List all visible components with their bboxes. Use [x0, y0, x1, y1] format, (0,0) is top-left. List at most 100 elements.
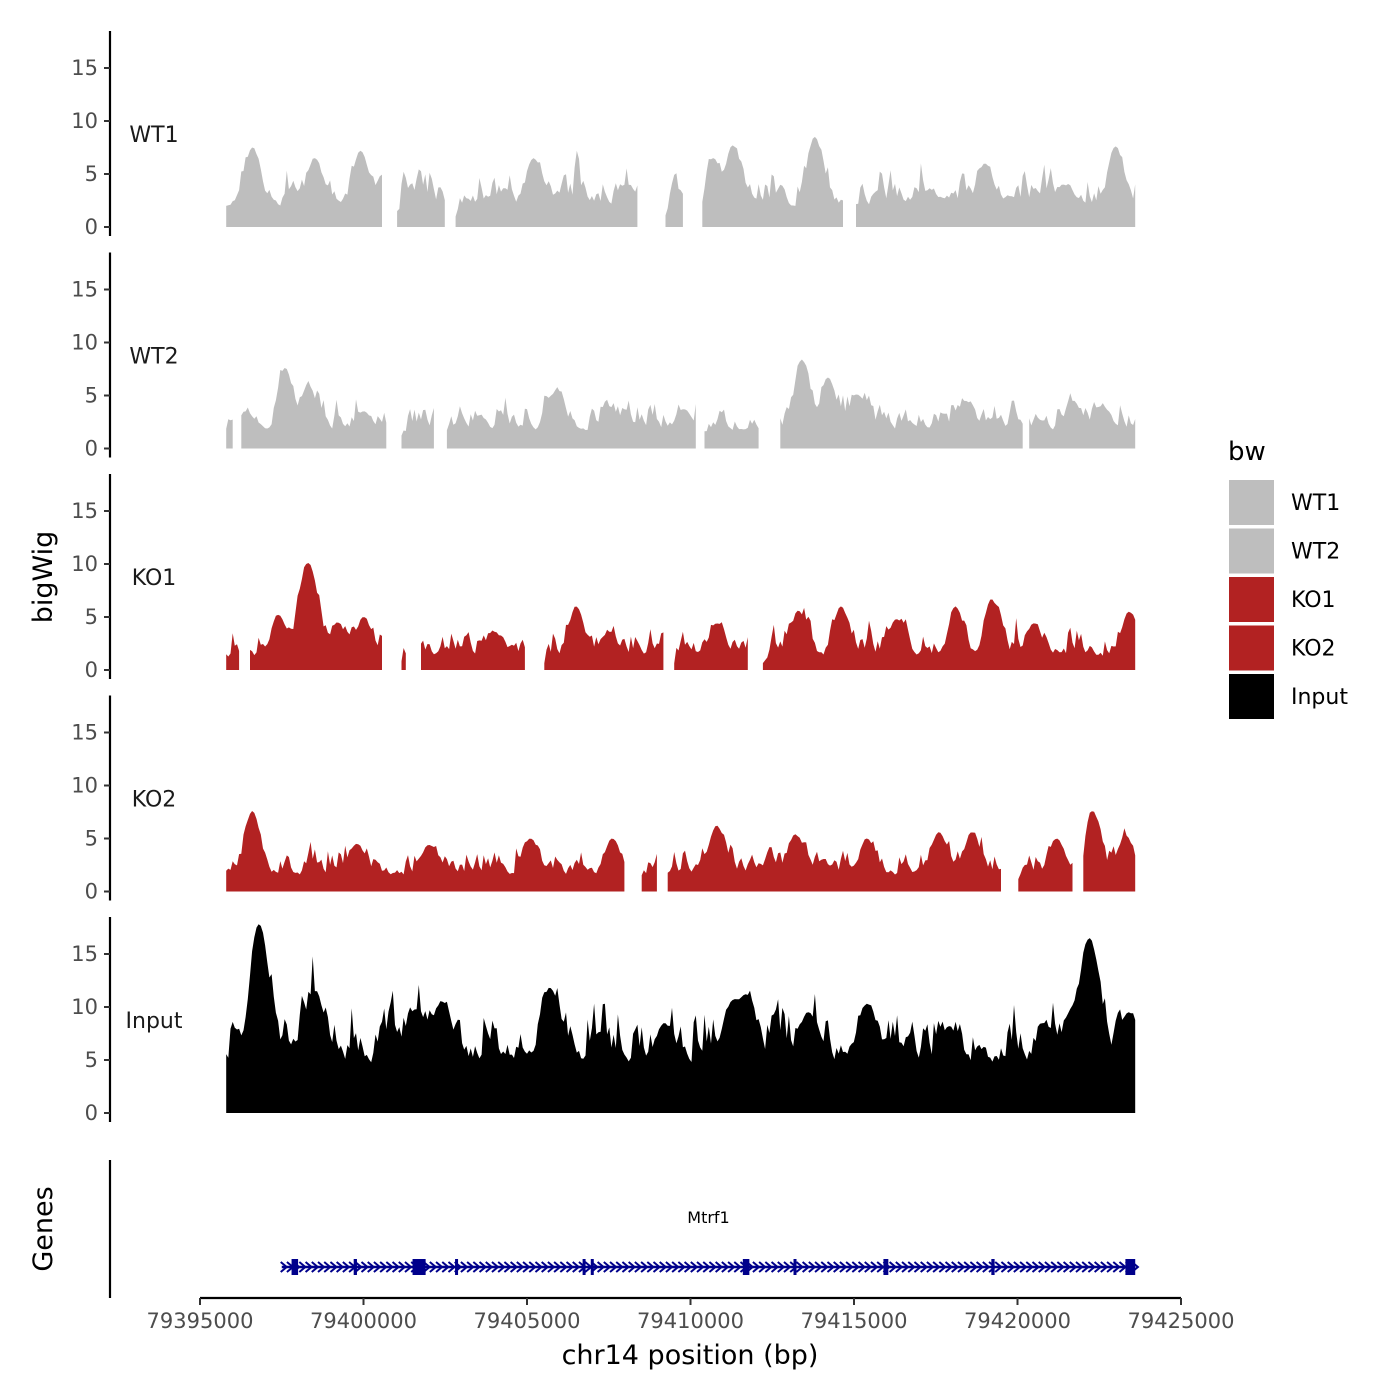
signal-area-wt2 — [704, 409, 759, 449]
track-label: Input — [126, 1009, 183, 1034]
strand-arrow — [559, 1261, 568, 1273]
x-tick-label: 79400000 — [310, 1309, 417, 1333]
strand-arrow — [534, 1261, 544, 1273]
strand-arrow — [932, 1261, 941, 1273]
strand-arrow — [652, 1261, 662, 1273]
strand-arrow — [466, 1261, 475, 1273]
strand-arrow — [777, 1261, 786, 1273]
strand-arrow — [367, 1261, 376, 1273]
legend-key-wt2 — [1229, 528, 1274, 574]
legend-key-wt1 — [1229, 480, 1274, 525]
y-tick-label: 0 — [85, 658, 98, 682]
strand-arrow — [603, 1261, 612, 1273]
strand-arrow — [857, 1261, 867, 1273]
strand-arrow — [1100, 1261, 1109, 1273]
strand-arrow — [329, 1261, 338, 1273]
strand-arrow — [683, 1261, 693, 1273]
signal-area-ko1 — [250, 563, 382, 670]
strand-arrow — [1056, 1261, 1065, 1273]
y-axis-title-genes: Genes — [28, 1186, 59, 1271]
strand-arrow — [677, 1261, 686, 1273]
y-tick-label: 0 — [85, 880, 98, 904]
strand-arrow — [627, 1261, 637, 1273]
strand-arrow — [1019, 1261, 1028, 1273]
signal-area-wt2 — [446, 387, 696, 449]
signal-area-ko1 — [762, 599, 1136, 670]
strand-arrow — [665, 1261, 674, 1273]
y-tick-label: 10 — [71, 995, 98, 1019]
x-tick-label: 79405000 — [474, 1309, 581, 1333]
legend-label-ko1: KO1 — [1291, 588, 1336, 613]
strand-arrow — [801, 1261, 811, 1273]
strand-arrow — [596, 1261, 606, 1273]
strand-arrow — [938, 1261, 947, 1273]
signal-area-wt1 — [226, 147, 382, 227]
y-tick-label: 15 — [71, 942, 98, 966]
strand-arrow — [497, 1261, 506, 1273]
strand-arrow — [727, 1261, 736, 1273]
strand-arrow — [1038, 1261, 1047, 1273]
strand-arrow — [1112, 1261, 1121, 1273]
strand-arrow — [553, 1261, 562, 1273]
strand-arrow — [429, 1261, 438, 1273]
track-wt1: 0 5 10 15 WT1 — [71, 31, 1136, 239]
strand-arrow — [1106, 1261, 1115, 1273]
strand-arrow — [1081, 1261, 1090, 1273]
strand-arrow — [1069, 1261, 1078, 1273]
strand-arrow — [733, 1261, 742, 1273]
signal-area-ko2 — [641, 853, 657, 892]
strand-arrow — [926, 1261, 935, 1273]
y-tick-label: 5 — [85, 384, 98, 408]
strand-arrow — [870, 1261, 879, 1273]
strand-arrow — [864, 1261, 873, 1273]
strand-arrow — [696, 1261, 705, 1273]
signal-area-wt2 — [1029, 393, 1136, 449]
strand-arrow — [907, 1261, 916, 1273]
strand-arrow — [1013, 1261, 1022, 1273]
strand-arrow — [1075, 1261, 1084, 1273]
strand-arrow — [901, 1261, 910, 1273]
strand-arrow — [969, 1261, 978, 1273]
y-tick-label: 10 — [71, 109, 98, 133]
signal-area-wt1 — [455, 150, 638, 227]
y-axis-title-bigwig: bigWig — [28, 531, 59, 624]
strand-arrow — [280, 1261, 289, 1273]
strand-arrow — [541, 1261, 550, 1273]
signal-tracks: 0 5 10 15 WT1 0 5 10 15 WT2 0 5 10 15 KO1 0 5 10 15 KO2 0 5 10… — [71, 31, 1136, 1125]
strand-arrow — [814, 1261, 823, 1273]
strand-arrow — [441, 1261, 450, 1273]
strand-arrow — [671, 1261, 680, 1273]
strand-arrow — [770, 1261, 780, 1273]
strand-arrow — [795, 1261, 804, 1273]
strand-arrow — [876, 1261, 885, 1273]
y-tick-label: 15 — [71, 56, 98, 80]
strand-arrow — [1087, 1261, 1096, 1273]
signal-area-wt2 — [401, 408, 434, 449]
strand-arrow — [1093, 1261, 1103, 1273]
strand-arrow — [1044, 1261, 1053, 1273]
legend-title: bw — [1228, 437, 1266, 467]
strand-arrow — [460, 1261, 469, 1273]
strand-arrow — [690, 1261, 699, 1273]
strand-arrow — [485, 1261, 494, 1273]
strand-arrow — [957, 1261, 966, 1273]
strand-arrow — [323, 1261, 332, 1273]
strand-arrow — [447, 1261, 457, 1273]
x-tick-label: 79415000 — [801, 1309, 908, 1333]
track-wt2: 0 5 10 15 WT2 — [71, 252, 1136, 461]
strand-arrow — [317, 1261, 326, 1273]
strand-arrow — [783, 1261, 792, 1273]
strand-arrow — [404, 1261, 413, 1273]
strand-arrow — [311, 1261, 320, 1273]
gene-exon — [793, 1259, 797, 1275]
strand-arrow — [913, 1261, 923, 1273]
y-tick-label: 0 — [85, 437, 98, 461]
y-tick-label: 10 — [71, 774, 98, 798]
signal-area-ko1 — [421, 630, 525, 670]
strand-arrow — [951, 1261, 960, 1273]
track-label: KO1 — [132, 566, 177, 591]
strand-arrow — [808, 1261, 817, 1273]
gene-name-label: Mtrf1 — [687, 1208, 729, 1227]
signal-area-ko2 — [1018, 838, 1073, 892]
